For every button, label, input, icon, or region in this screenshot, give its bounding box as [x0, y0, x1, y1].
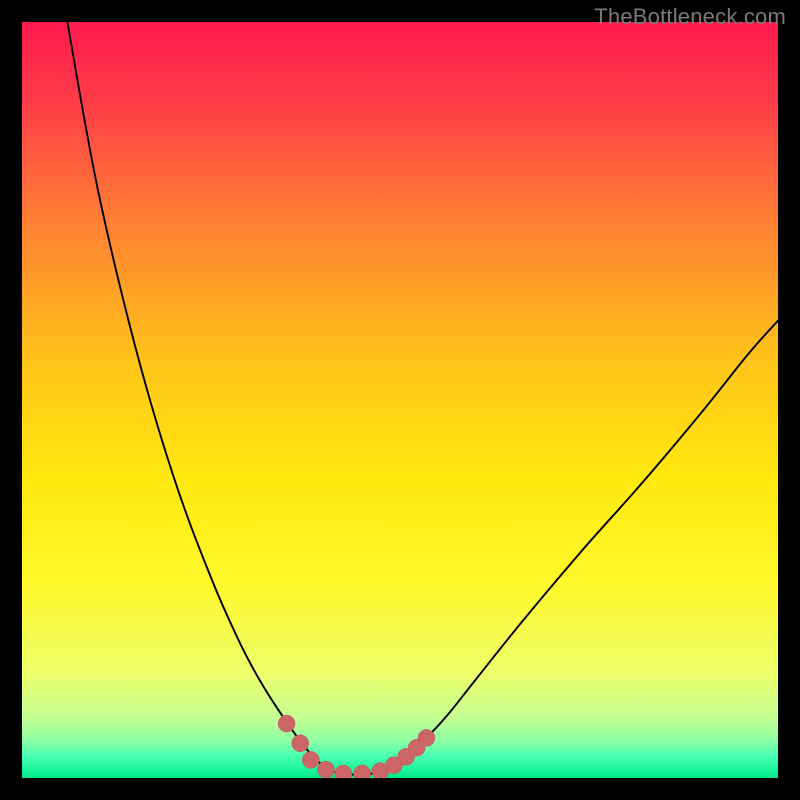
marker-point [317, 761, 334, 778]
marker-point [292, 735, 309, 752]
marker-point [418, 729, 435, 746]
plot-area [22, 22, 778, 778]
frame-border-bottom [0, 778, 800, 800]
plot-background [22, 22, 778, 778]
plot-svg [22, 22, 778, 778]
marker-point [278, 715, 295, 732]
chart-frame: TheBottleneck.com [0, 0, 800, 800]
watermark-label: TheBottleneck.com [594, 4, 786, 30]
frame-border-right [778, 0, 800, 800]
marker-point [302, 751, 319, 768]
frame-border-left [0, 0, 22, 800]
